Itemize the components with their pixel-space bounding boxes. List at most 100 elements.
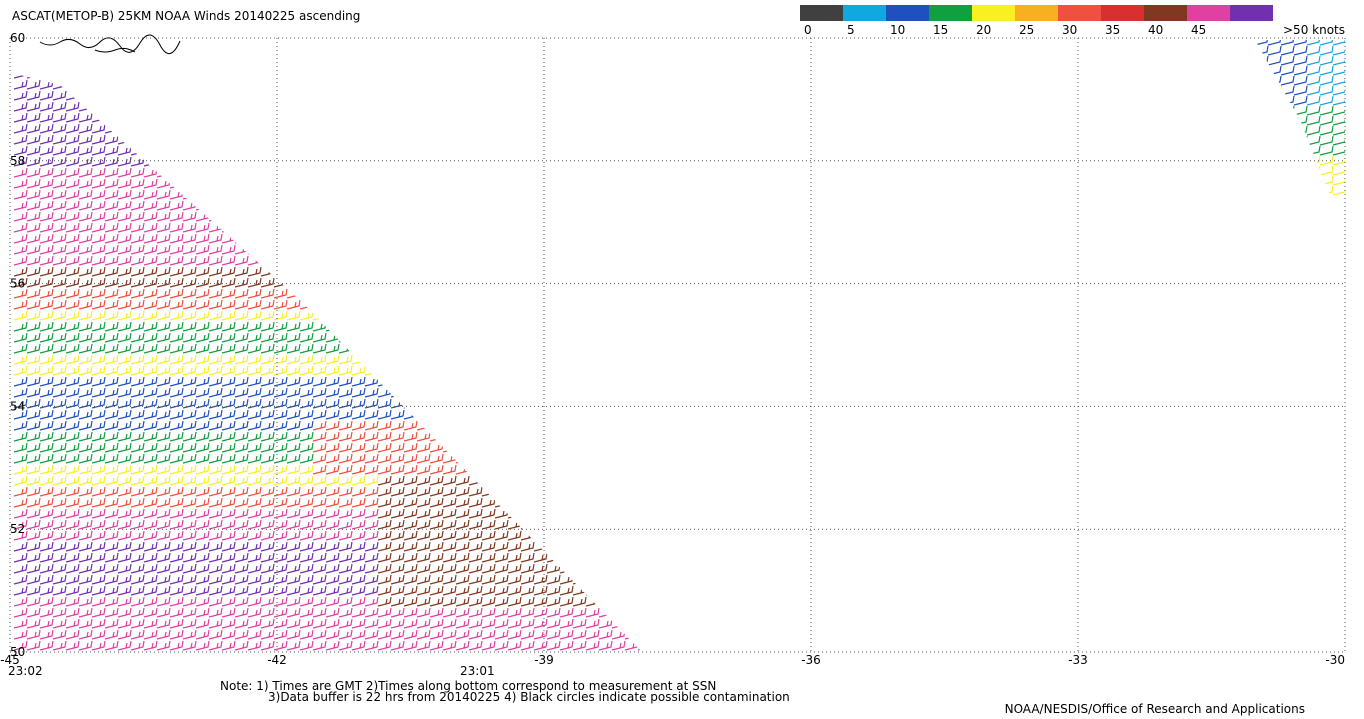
wind-barb: [1268, 136, 1281, 145]
wind-barb: [560, 278, 573, 287]
wind-barb: [1346, 106, 1359, 115]
wind-barb: [27, 223, 40, 232]
wind-barb: [196, 311, 209, 320]
wind-barb: [196, 487, 209, 496]
wind-barb: [534, 234, 547, 243]
wind-barb: [365, 509, 378, 518]
wind-barb: [482, 476, 495, 485]
wind-barb: [235, 575, 248, 584]
wind-barb: [430, 630, 443, 639]
wind-barb: [573, 531, 586, 540]
wind-barb: [144, 80, 157, 89]
wind-barb: [209, 179, 222, 188]
wind-barb: [404, 553, 417, 562]
wind-barb: [352, 421, 365, 430]
wind-barb: [417, 498, 430, 507]
wind-barb: [560, 432, 573, 441]
wind-barb: [300, 608, 313, 617]
wind-barb: [14, 586, 27, 595]
wind-barb: [300, 190, 313, 199]
wind-barb: [430, 322, 443, 331]
wind-barb: [391, 388, 404, 397]
wind-barb: [612, 630, 625, 639]
wind-barb: [40, 190, 53, 199]
wind-barb: [248, 91, 261, 100]
wind-barb: [274, 641, 287, 650]
wind-barb: [430, 278, 443, 287]
wind-barb: [339, 388, 352, 397]
wind-barb: [625, 553, 638, 562]
wind-barb: [573, 520, 586, 529]
wind-barb: [560, 69, 573, 78]
wind-barb: [612, 641, 625, 650]
wind-barb: [391, 377, 404, 386]
wind-barb: [274, 190, 287, 199]
wind-barb: [131, 201, 144, 210]
wind-barb: [131, 212, 144, 221]
wind-barb: [14, 80, 27, 89]
wind-barb: [625, 168, 638, 177]
wind-barb: [274, 586, 287, 595]
wind-barb: [313, 311, 326, 320]
wind-barb: [417, 487, 430, 496]
wind-barb: [1346, 36, 1359, 45]
wind-barb: [508, 465, 521, 474]
wind-barb: [40, 223, 53, 232]
wind-barb: [53, 179, 66, 188]
wind-barb: [352, 454, 365, 463]
wind-barb: [261, 575, 274, 584]
wind-barb: [339, 432, 352, 441]
wind-barb: [170, 69, 183, 78]
wind-barb: [287, 564, 300, 573]
wind-barb: [365, 432, 378, 441]
wind-barb: [274, 410, 287, 419]
wind-barb: [222, 509, 235, 518]
wind-barb: [170, 421, 183, 430]
wind-barb: [287, 179, 300, 188]
wind-barb: [586, 234, 599, 243]
wind-barb: [105, 542, 118, 551]
wind-barb: [1255, 76, 1268, 85]
wind-barb: [404, 476, 417, 485]
wind-barb: [404, 113, 417, 122]
wind-barb: [313, 531, 326, 540]
wind-barb: [66, 322, 79, 331]
wind-barb: [495, 223, 508, 232]
wind-barb: [599, 520, 612, 529]
wind-barb: [547, 146, 560, 155]
wind-barb: [222, 102, 235, 111]
wind-barb: [53, 212, 66, 221]
wind-barb: [313, 190, 326, 199]
wind-barb: [404, 223, 417, 232]
wind-barb: [196, 333, 209, 342]
wind-barb: [287, 278, 300, 287]
wind-barb: [573, 201, 586, 210]
wind-barb: [365, 410, 378, 419]
wind-barb: [14, 377, 27, 386]
wind-barb: [495, 322, 508, 331]
wind-barb: [196, 509, 209, 518]
wind-barb: [53, 553, 66, 562]
wind-barb: [53, 80, 66, 89]
wind-barb: [612, 146, 625, 155]
wind-barb: [339, 223, 352, 232]
wind-barb: [378, 388, 391, 397]
wind-barb: [482, 91, 495, 100]
wind-barb: [534, 410, 547, 419]
wind-barb: [495, 586, 508, 595]
wind-barb: [131, 388, 144, 397]
wind-barb: [521, 564, 534, 573]
wind-barb: [599, 333, 612, 342]
wind-barb: [92, 421, 105, 430]
wind-barb: [1255, 86, 1268, 95]
wind-barb: [1294, 136, 1307, 145]
wind-barb: [547, 465, 560, 474]
wind-barb: [196, 355, 209, 364]
wind-barb: [573, 278, 586, 287]
wind-barb: [508, 267, 521, 276]
wind-barb: [365, 366, 378, 375]
wind-barb: [417, 542, 430, 551]
wind-barb: [144, 245, 157, 254]
wind-barb: [196, 432, 209, 441]
wind-barb: [1294, 56, 1307, 65]
